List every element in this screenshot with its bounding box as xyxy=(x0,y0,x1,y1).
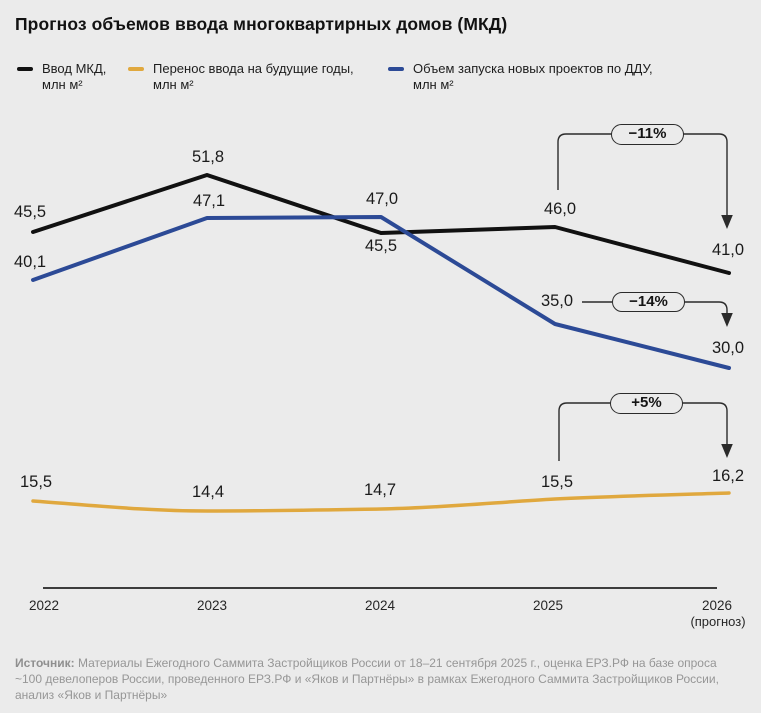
value-label-vvod-2026: 41,0 xyxy=(711,241,745,259)
x-tick-2026-sublabel: (прогноз) xyxy=(690,614,746,629)
value-label-perenos-2024: 14,7 xyxy=(363,481,397,499)
legend-swatch-blue xyxy=(388,67,404,71)
x-tick-2024: 2024 xyxy=(364,598,396,613)
arrow-down-icon xyxy=(721,313,733,327)
value-label-vvod-2024: 45,5 xyxy=(364,237,398,255)
value-label-perenos-2022: 15,5 xyxy=(20,473,53,491)
legend-swatch-yellow xyxy=(128,67,144,71)
line-vvod-mkd xyxy=(31,173,731,275)
legend-unit: млн м² xyxy=(413,76,454,92)
source-note: Источник: Материалы Ежегодного Саммита З… xyxy=(15,655,745,703)
line-zapusk-proektov xyxy=(31,215,731,370)
x-tick-2022: 2022 xyxy=(28,598,60,613)
value-label-zapusk-2022: 40,1 xyxy=(14,253,47,271)
legend-item-vvod-mkd: Ввод МКД, млн м² xyxy=(17,61,106,92)
annotation-badge-minus11: −11% xyxy=(611,124,684,145)
legend-item-perenos-vvoda: Перенос ввода на будущие годы, млн м² xyxy=(128,61,354,92)
legend-unit: млн м² xyxy=(153,76,194,92)
value-label-vvod-2023: 51,8 xyxy=(191,148,225,166)
annotation-badge-plus5: +5% xyxy=(610,393,683,414)
value-label-zapusk-2025: 35,0 xyxy=(540,292,574,310)
value-label-perenos-2025: 15,5 xyxy=(540,473,574,491)
legend-item-zapusk-proektov: Объем запуска новых проектов по ДДУ, млн… xyxy=(388,61,653,92)
source-text: Материалы Ежегодного Саммита Застройщико… xyxy=(15,656,719,702)
value-label-perenos-2023: 14,4 xyxy=(191,483,225,501)
chart-title: Прогноз объемов ввода многоквартирных до… xyxy=(15,14,508,34)
source-label: Источник: xyxy=(15,656,75,670)
legend-swatch-black xyxy=(17,67,33,71)
legend-unit: млн м² xyxy=(42,76,83,92)
value-label-vvod-2025: 46,0 xyxy=(543,200,577,218)
legend-label: Перенос ввода на будущие годы, xyxy=(153,61,354,76)
annotation-badge-minus14: −14% xyxy=(612,292,685,312)
x-tick-2026: 2026 xyxy=(701,598,733,613)
legend-label: Объем запуска новых проектов по ДДУ, xyxy=(413,61,653,76)
arrow-down-icon xyxy=(721,444,733,458)
x-tick-2023: 2023 xyxy=(196,598,228,613)
annotation-bracket-minus11 xyxy=(557,133,733,229)
value-label-perenos-2026: 16,2 xyxy=(711,467,745,485)
value-label-zapusk-2026: 30,0 xyxy=(711,339,745,357)
value-label-zapusk-2023: 47,1 xyxy=(192,192,226,210)
annotation-bracket-minus14 xyxy=(582,301,733,327)
legend-label: Ввод МКД, xyxy=(42,61,107,76)
value-label-zapusk-2024: 47,0 xyxy=(365,190,399,208)
line-perenos-vvoda xyxy=(31,491,731,513)
x-tick-2025: 2025 xyxy=(532,598,564,613)
value-label-vvod-2022: 45,5 xyxy=(14,203,47,221)
arrow-down-icon xyxy=(721,215,733,229)
